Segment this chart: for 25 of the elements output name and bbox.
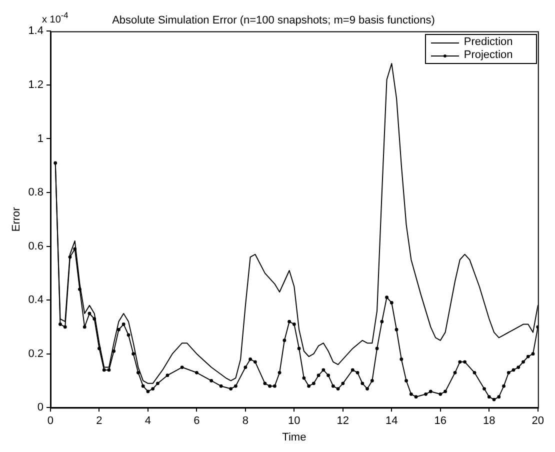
legend-label: Projection [464, 49, 513, 62]
x-tick-label: 16 [434, 415, 447, 428]
y-tick-label: 0.6 [28, 240, 44, 252]
x-tick-label: 10 [288, 415, 300, 428]
y-tick-label: 1.4 [28, 25, 44, 38]
y-tick-label: 0.8 [28, 186, 44, 199]
x-tick-label: 18 [483, 415, 496, 428]
y-axis-title: Error [10, 206, 23, 232]
y-tick-label: 0.2 [28, 348, 44, 360]
y-tick-label: 1 [37, 132, 44, 145]
x-tick-label: 20 [532, 415, 544, 428]
x-tick-label: 0 [47, 415, 54, 428]
legend-label: Prediction [464, 36, 513, 50]
x-tick-label: 4 [144, 415, 152, 428]
text: x 10$^{-4}$ [42, 10, 68, 26]
x-tick-label: 2 [96, 415, 102, 428]
x-tick-label: 14 [386, 415, 398, 428]
x-tick-label: 12 [336, 415, 350, 428]
y-tick-label: 0.4 [28, 294, 44, 306]
y-tick-label: 0 [37, 402, 44, 414]
chart-title: Absolute Simulation Error (n=100 snapshots; m=9 basis functions) [112, 14, 435, 27]
x-tick-label: 6 [194, 415, 200, 428]
x-tick-label: 8 [242, 415, 249, 428]
x-axis-title: Time [282, 431, 306, 444]
y-tick-label: 1.2 [28, 79, 44, 92]
